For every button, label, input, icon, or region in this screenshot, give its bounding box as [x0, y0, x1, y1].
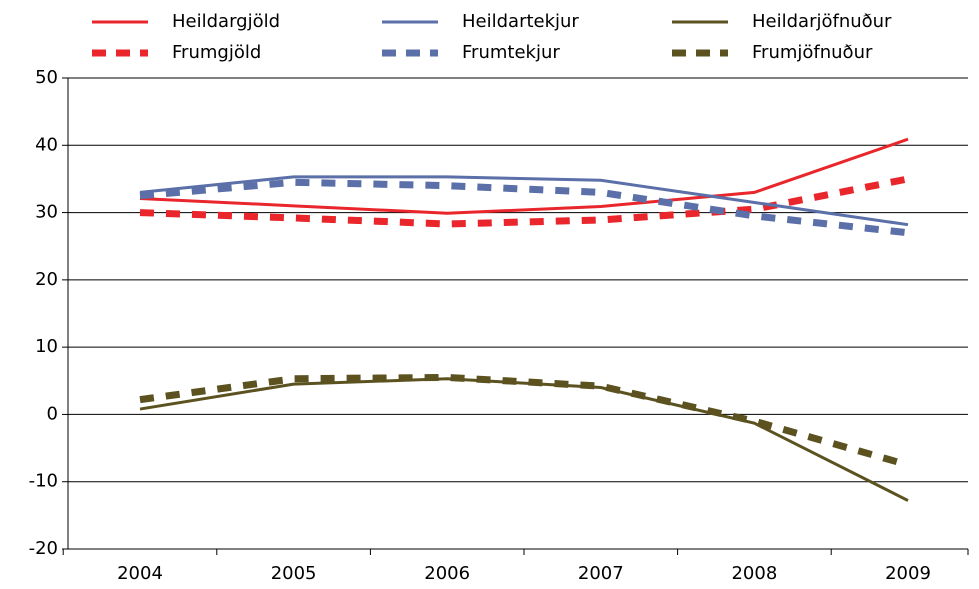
x-tick-label: 2007 [578, 563, 624, 584]
legend-label: Frumgjöld [172, 42, 261, 63]
y-tick-label: -10 [29, 471, 58, 492]
legend-label: Frumjöfnuður [752, 42, 873, 63]
y-tick-label: 10 [35, 336, 58, 357]
legend-label: Heildargjöld [172, 11, 280, 32]
x-tick-label: 2005 [271, 563, 317, 584]
x-tick-label: 2006 [424, 563, 470, 584]
x-tick-label: 2009 [885, 563, 931, 584]
y-tick-label: 0 [47, 403, 58, 424]
legend-label: Heildartekjur [462, 11, 579, 32]
y-tick-label: 30 [35, 202, 58, 223]
series-line [139, 137, 909, 215]
legend-label: Heildarjöfnuður [752, 11, 892, 32]
y-tick-label: -20 [29, 538, 58, 559]
y-tick-label: 50 [35, 67, 58, 88]
legend-label: Frumtekjur [462, 42, 560, 63]
series-line [139, 175, 909, 227]
x-tick-label: 2008 [731, 563, 777, 584]
y-tick-label: 20 [35, 269, 58, 290]
y-tick-label: 40 [35, 134, 58, 155]
x-tick-label: 2004 [117, 563, 163, 584]
series-line [139, 377, 909, 502]
